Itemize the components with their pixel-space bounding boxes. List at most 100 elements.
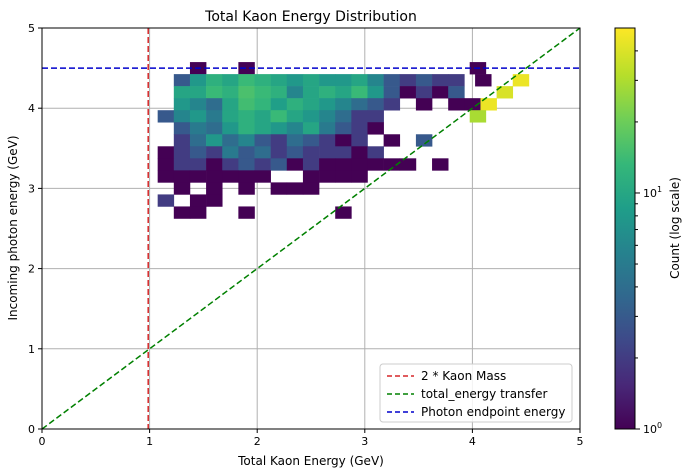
heatmap-cell xyxy=(432,158,449,171)
heatmap-cell xyxy=(189,110,207,123)
heatmap-cell xyxy=(206,182,223,195)
heatmap-cell xyxy=(302,182,320,195)
heatmap-cell xyxy=(238,74,255,87)
heatmap-cell xyxy=(432,86,449,99)
heatmap-cell xyxy=(415,74,433,87)
heatmap-cell xyxy=(238,146,255,159)
heatmap-cells xyxy=(157,62,530,219)
heatmap-cell xyxy=(335,134,352,147)
y-tick-label: 3 xyxy=(28,182,35,195)
heatmap-cell xyxy=(206,170,223,183)
x-axis-ticks: 0 1 2 3 4 5 xyxy=(39,429,584,448)
heatmap-cell xyxy=(157,146,175,159)
colorbar-gradient xyxy=(614,27,636,430)
heatmap-cell xyxy=(367,98,384,111)
heatmap-cell xyxy=(448,98,465,111)
heatmap-cell xyxy=(173,158,191,171)
heatmap-cell xyxy=(189,134,207,147)
heatmap-cell xyxy=(399,86,417,99)
heatmap-cell xyxy=(319,146,336,159)
heatmap-cell xyxy=(319,122,336,135)
heatmap-cell xyxy=(238,122,255,135)
heatmap-cell xyxy=(399,74,417,87)
heatmap-cell xyxy=(351,98,368,111)
heatmap-cell xyxy=(222,110,239,123)
heatmap-cell xyxy=(367,110,384,123)
chart-title: Total Kaon Energy Distribution xyxy=(204,9,417,25)
y-tick-label: 1 xyxy=(28,343,35,356)
colorbar: 100 101 Count (log scale) xyxy=(614,27,682,436)
heatmap-cell xyxy=(222,158,239,171)
heatmap-cell xyxy=(335,206,352,219)
heatmap-cell xyxy=(351,122,368,135)
heatmap-cell xyxy=(157,110,175,123)
heatmap-cell xyxy=(189,86,207,99)
heatmap-cell xyxy=(254,86,271,99)
heatmap-cell xyxy=(206,74,223,87)
heatmap-cell xyxy=(173,86,191,99)
heatmap-cell xyxy=(286,146,304,159)
heatmap-cell xyxy=(302,110,320,123)
plot-frame xyxy=(41,27,581,430)
heatmap-cell xyxy=(367,74,384,87)
heatmap-cell xyxy=(383,86,401,99)
heatmap-cell xyxy=(173,110,191,123)
heatmap-cell xyxy=(319,86,336,99)
heatmap-cell xyxy=(238,134,255,147)
heatmap-cell xyxy=(206,122,223,135)
heatmap-cell xyxy=(189,74,207,87)
x-tick-label: 2 xyxy=(254,435,261,448)
heatmap-cell xyxy=(157,170,175,183)
heatmap-cell xyxy=(335,158,352,171)
legend-label-energy-transfer: total_energy transfer xyxy=(421,387,548,401)
heatmap-cell xyxy=(475,74,492,87)
heatmap-cell xyxy=(302,122,320,135)
heatmap-cell xyxy=(254,110,271,123)
heatmap-cell xyxy=(383,158,401,171)
heatmap-cell xyxy=(319,98,336,111)
heatmap-cell xyxy=(302,158,320,171)
legend: 2 * Kaon Mass total_energy transfer Phot… xyxy=(379,363,573,423)
heatmap-cell xyxy=(157,158,175,171)
heatmap-cell xyxy=(383,134,401,147)
heatmap-cell xyxy=(173,122,191,135)
heatmap-cell xyxy=(286,110,304,123)
heatmap-cell xyxy=(319,74,336,87)
heatmap-cell xyxy=(286,98,304,111)
heatmap-cell xyxy=(189,146,207,159)
heatmap-cell xyxy=(222,146,239,159)
heatmap-cell xyxy=(367,122,384,135)
heatmap-cell xyxy=(351,74,368,87)
legend-label-photon-endpoint: Photon endpoint energy xyxy=(421,405,566,419)
heatmap-cell xyxy=(335,98,352,111)
heatmap-cell xyxy=(254,74,271,87)
heatmap-cell xyxy=(448,86,465,99)
heatmap-cell xyxy=(319,158,336,171)
heatmap-cell xyxy=(335,74,352,87)
heatmap-cell xyxy=(254,158,271,171)
heatmap-cell xyxy=(206,146,223,159)
heatmap-cell xyxy=(319,110,336,123)
heatmap-cell xyxy=(238,98,255,111)
heatmap-cell xyxy=(270,74,288,87)
heatmap-cell xyxy=(335,146,352,159)
heatmap-cell xyxy=(302,170,320,183)
heatmap-cell xyxy=(286,122,304,135)
heatmap-cell xyxy=(222,74,239,87)
heatmap-cell xyxy=(270,122,288,135)
heatmap-cell xyxy=(496,86,514,99)
heatmap-cell xyxy=(222,98,239,111)
heatmap-cell xyxy=(302,98,320,111)
heatmap-cell xyxy=(286,182,304,195)
heatmap-cell xyxy=(173,74,191,87)
heatmap-cell xyxy=(286,74,304,87)
heatmap-cell xyxy=(464,98,481,111)
heatmap-cell xyxy=(399,158,417,171)
heatmap-cell xyxy=(335,170,352,183)
heatmap-cell xyxy=(367,146,384,159)
heatmap-cell xyxy=(415,98,433,111)
heatmap-cell xyxy=(367,158,384,171)
heatmap-cell xyxy=(302,86,320,99)
heatmap-cell xyxy=(206,98,223,111)
heatmap-cell xyxy=(222,134,239,147)
